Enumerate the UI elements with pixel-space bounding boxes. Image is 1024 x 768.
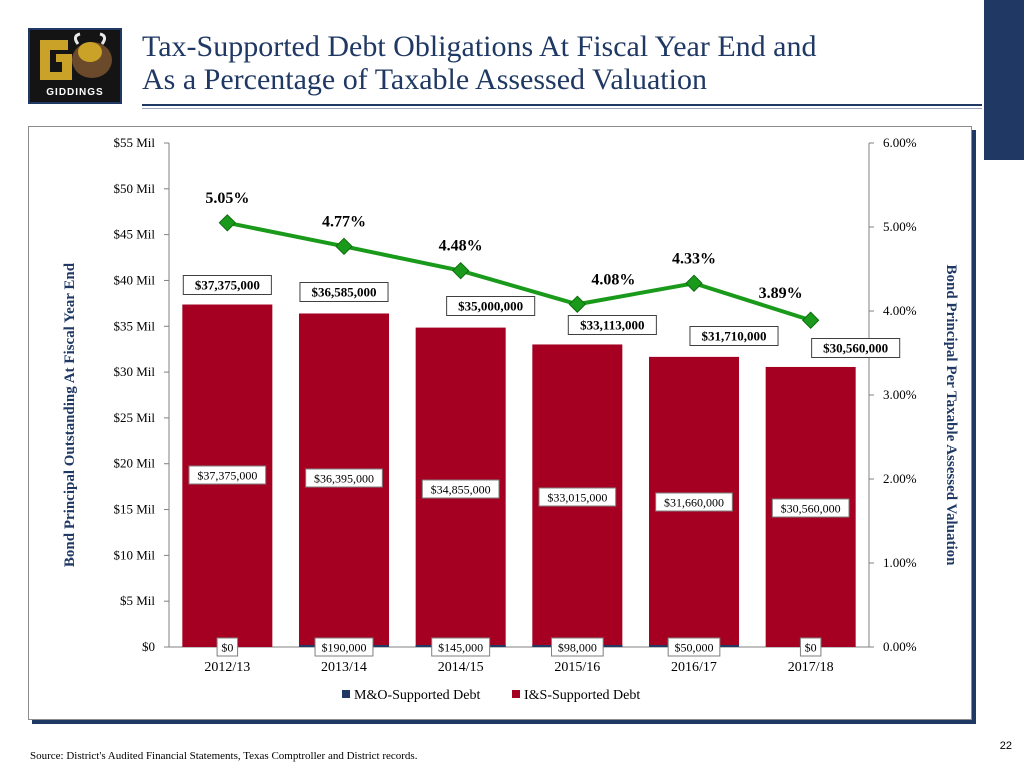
total-value-label: $30,560,000 <box>823 341 888 356</box>
y2-tick-label: 1.00% <box>883 555 917 570</box>
y-tick-label: $5 Mil <box>120 593 155 608</box>
y-tick-label: $25 Mil <box>113 410 155 425</box>
pct-value-label: 4.08% <box>591 271 635 288</box>
is-value-label: $36,395,000 <box>314 471 374 485</box>
y2-tick-label: 6.00% <box>883 135 917 150</box>
is-value-label: $34,855,000 <box>431 482 491 496</box>
total-value-label-box <box>446 296 536 316</box>
logo-text: GIDDINGS <box>46 87 104 98</box>
total-value-label-box <box>811 338 901 358</box>
district-logo: GIDDINGS <box>28 28 122 104</box>
y-tick-label: $20 Mil <box>113 456 155 471</box>
mo-value-label: $0 <box>221 640 233 654</box>
bison-logo-icon <box>40 32 112 80</box>
y-tick-label: $0 <box>142 639 155 654</box>
title-divider <box>142 104 982 106</box>
is-value-label-box <box>421 479 500 499</box>
chart-panel: $0 $5 Mil $10 Mil $15 Mil $20 Mil $25 Mil $30 … <box>28 126 972 720</box>
x-tick-label: 2012/13 <box>204 660 250 675</box>
legend-swatch <box>342 690 350 698</box>
is-value-label-box <box>538 487 617 507</box>
mo-value-label-box <box>314 637 374 657</box>
total-value-label: $31,710,000 <box>702 329 767 344</box>
mo-value-label: $98,000 <box>558 640 597 654</box>
page-title: Tax-Supported Debt Obligations At Fiscal… <box>142 30 922 96</box>
total-value-label-box <box>689 326 779 346</box>
is-value-label: $31,660,000 <box>664 495 724 509</box>
legend-label: I&S-Supported Debt <box>524 688 640 703</box>
mo-value-label: $145,000 <box>438 640 483 654</box>
y-tick-label: $50 Mil <box>113 181 155 196</box>
total-value-label-box <box>567 315 657 335</box>
is-value-label-box <box>655 492 733 512</box>
y2-tick-label: 2.00% <box>883 471 917 486</box>
pct-marker <box>335 237 353 256</box>
mo-value-label: $0 <box>805 640 817 654</box>
y-tick-label: $40 Mil <box>113 272 155 287</box>
y-tick-label: $35 Mil <box>113 318 155 333</box>
pct-value-label: 4.48% <box>439 238 483 255</box>
y-tick-label: $15 Mil <box>113 502 155 517</box>
mo-value-label-box <box>667 637 721 657</box>
y2-tick-label: 4.00% <box>883 303 917 318</box>
pct-value-label: 3.89% <box>759 285 803 302</box>
y2-axis-title: Bond Principal Per Taxable Assessed Valu… <box>943 264 959 566</box>
y-tick-label: $30 Mil <box>113 364 155 379</box>
y2-tick-label: 5.00% <box>883 219 917 234</box>
page-title-line-2: As a Percentage of Taxable Assessed Valu… <box>142 63 707 96</box>
mo-value-label-box <box>799 637 822 657</box>
total-value-label: $35,000,000 <box>458 299 523 314</box>
is-value-label: $37,375,000 <box>197 468 257 482</box>
x-tick-label: 2017/18 <box>788 660 834 675</box>
x-tick-label: 2015/16 <box>554 660 600 675</box>
mo-value-label-box <box>216 637 239 657</box>
total-value-label: $36,585,000 <box>312 285 377 300</box>
mo-value-label-box <box>550 637 604 657</box>
mo-value-label-box <box>431 637 491 657</box>
total-value-label-box <box>182 275 272 295</box>
pct-marker <box>685 274 703 292</box>
pct-value-label: 4.33% <box>672 250 716 267</box>
y2-tick-label: 3.00% <box>883 387 917 402</box>
y-tick-label: $10 Mil <box>113 547 155 562</box>
pct-marker <box>801 311 820 329</box>
is-value-label-box <box>305 468 383 488</box>
pct-marker <box>218 214 237 232</box>
total-value-label: $33,113,000 <box>580 318 644 333</box>
pct-value-label: 5.05% <box>205 190 249 207</box>
pct-marker <box>451 261 470 280</box>
pct-value-label: 4.77% <box>322 213 366 230</box>
mo-value-label: $50,000 <box>675 640 714 654</box>
is-value-label-box <box>188 465 267 485</box>
y-tick-label: $45 Mil <box>113 227 155 242</box>
is-value-label: $33,015,000 <box>547 490 607 504</box>
y-axis-title: Bond Principal Outstanding At Fiscal Yea… <box>62 262 78 567</box>
legend-swatch <box>512 690 520 698</box>
x-tick-label: 2013/14 <box>321 660 367 675</box>
x-tick-label: 2016/17 <box>671 660 717 675</box>
total-value-label: $37,375,000 <box>195 278 260 293</box>
debt-chart: $0 $5 Mil $10 Mil $15 Mil $20 Mil $25 Mil $30 … <box>62 135 959 703</box>
page-number: 22 <box>999 740 1012 752</box>
mo-value-label: $190,000 <box>322 640 367 654</box>
page-title-line-1: Tax-Supported Debt Obligations At Fiscal… <box>142 30 817 63</box>
total-value-label-box <box>299 282 389 302</box>
legend-label: M&O-Supported Debt <box>354 688 480 703</box>
corner-accent <box>984 0 1024 160</box>
pct-line <box>226 220 812 323</box>
x-tick-label: 2014/15 <box>438 660 484 675</box>
is-value-label: $30,560,000 <box>781 501 841 515</box>
is-value-label-box <box>771 498 850 518</box>
pct-marker <box>568 295 587 313</box>
y-tick-label: $55 Mil <box>113 135 155 150</box>
title-bar <box>0 0 1024 110</box>
title-divider-thin <box>142 108 982 109</box>
source-note: Source: District's Audited Financial Sta… <box>30 750 418 762</box>
y2-tick-label: 0.00% <box>883 639 917 654</box>
